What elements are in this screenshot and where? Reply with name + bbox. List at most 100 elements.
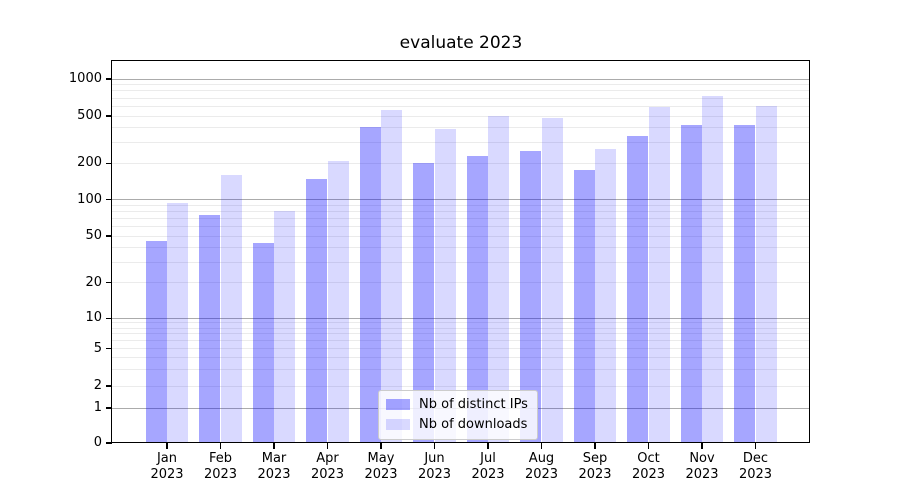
y-gridline-minor	[112, 127, 810, 129]
x-tick-month: Feb	[208, 451, 233, 466]
x-tick-month: Nov	[689, 451, 715, 466]
legend: Nb of distinct IPs Nb of downloads	[378, 390, 538, 440]
bar-distinct-ips-jun	[413, 162, 435, 443]
x-tick-mark	[326, 443, 329, 449]
bar-distinct-ips-dec	[734, 124, 756, 443]
y-tick-label: 50	[85, 228, 102, 243]
legend-entry-downloads: Nb of downloads	[386, 417, 528, 432]
y-tick-label: 1000	[68, 71, 102, 86]
y-gridline-minor	[112, 333, 810, 335]
x-tick-label: May 2023	[345, 451, 417, 482]
y-gridline-minor	[112, 90, 810, 92]
x-tick-month: Apr	[316, 451, 339, 466]
x-tick-year: 2023	[203, 466, 238, 482]
x-tick-year: 2023	[471, 466, 505, 482]
x-tick-year: 2023	[631, 466, 666, 482]
bar-downloads-aug	[541, 118, 563, 443]
y-gridline-minor	[112, 235, 810, 237]
chart-title: evaluate 2023	[399, 33, 523, 53]
bar-distinct-ips-may	[359, 126, 381, 443]
y-gridline-minor	[112, 210, 810, 212]
y-gridline-major	[112, 78, 810, 80]
x-tick-year: 2023	[578, 466, 612, 482]
bar-distinct-ips-feb	[199, 215, 221, 443]
y-tick-label: 10	[85, 310, 102, 326]
y-gridline-minor	[112, 84, 810, 86]
x-tick-label: Aug 2023	[506, 451, 578, 482]
x-tick-year: 2023	[257, 466, 291, 482]
x-tick-month: May	[367, 451, 395, 466]
y-tick-label: 2	[93, 378, 102, 393]
bar-distinct-ips-mar	[252, 242, 274, 443]
y-gridline-minor	[112, 217, 810, 219]
bar-downloads-feb	[220, 174, 242, 443]
x-tick-year: 2023	[417, 466, 452, 482]
x-tick-label: Oct 2023	[613, 451, 685, 482]
x-tick-year: 2023	[524, 466, 559, 482]
x-tick-label: Dec 2023	[720, 451, 792, 482]
bar-downloads-dec	[755, 105, 777, 443]
bar-distinct-ips-aug	[520, 150, 542, 443]
bar-downloads-sep	[595, 149, 617, 443]
bar-downloads-nov	[702, 95, 724, 443]
y-tick-mark	[106, 442, 112, 444]
y-gridline-minor	[112, 340, 810, 342]
y-tick-mark	[106, 235, 112, 237]
x-tick-mark	[487, 443, 489, 449]
x-tick-year: 2023	[310, 466, 345, 482]
x-tick-year: 2023	[738, 466, 773, 482]
x-tick-label: Mar 2023	[238, 451, 310, 482]
y-gridline-minor	[112, 162, 810, 164]
x-tick-month: Dec	[742, 451, 769, 466]
y-gridline-minor	[112, 141, 810, 143]
x-tick-year: 2023	[150, 466, 184, 482]
legend-swatch-distinct-ips	[386, 399, 410, 410]
y-gridline-minor	[112, 357, 810, 359]
y-tick-mark	[106, 317, 112, 319]
x-tick-month: Sep	[582, 451, 608, 466]
bar-distinct-ips-jan	[145, 241, 167, 443]
bar-distinct-ips-sep	[573, 169, 595, 443]
x-tick-year: 2023	[364, 466, 398, 482]
x-tick-month: Jan	[156, 451, 178, 466]
bar-distinct-ips-nov	[680, 125, 702, 443]
y-gridline-major	[112, 317, 810, 319]
bar-downloads-mar	[274, 210, 296, 443]
x-tick-label: Jun 2023	[399, 451, 471, 482]
bar-downloads-oct	[648, 107, 670, 443]
y-tick-mark	[106, 115, 112, 117]
y-gridline-major	[112, 199, 810, 200]
y-gridline-minor	[112, 105, 810, 107]
y-gridline-minor	[112, 327, 810, 329]
x-tick-mark	[540, 443, 543, 449]
x-tick-mark	[273, 443, 275, 449]
y-tick-label: 500	[77, 108, 102, 123]
x-tick-mark	[219, 443, 222, 449]
x-tick-label: Sep 2023	[559, 451, 631, 482]
x-tick-mark	[166, 443, 168, 449]
y-tick-mark	[106, 347, 112, 350]
bar-downloads-apr	[327, 160, 349, 443]
y-tick-label: 20	[85, 274, 102, 290]
x-tick-mark	[380, 443, 382, 449]
y-tick-label: 0	[93, 435, 102, 450]
bar-downloads-jul	[488, 115, 510, 443]
y-gridline-minor	[112, 385, 810, 387]
y-tick-label: 100	[77, 191, 102, 207]
y-gridline-minor	[112, 322, 810, 324]
y-gridline-minor	[112, 261, 810, 263]
y-gridline-minor	[112, 204, 810, 206]
x-tick-month: Jul	[480, 451, 496, 466]
x-tick-month: Oct	[637, 451, 660, 466]
x-tick-label: Apr 2023	[292, 451, 364, 482]
x-tick-mark	[433, 443, 436, 449]
x-tick-month: Jun	[424, 451, 445, 466]
x-tick-mark	[647, 443, 650, 449]
x-tick-year: 2023	[685, 466, 719, 482]
y-tick-label: 5	[93, 340, 102, 356]
y-tick-label: 1	[93, 400, 102, 415]
y-tick-mark	[106, 78, 112, 80]
y-tick-mark	[106, 162, 112, 164]
x-tick-month: Mar	[261, 451, 287, 466]
legend-entry-distinct-ips: Nb of distinct IPs	[386, 397, 528, 412]
